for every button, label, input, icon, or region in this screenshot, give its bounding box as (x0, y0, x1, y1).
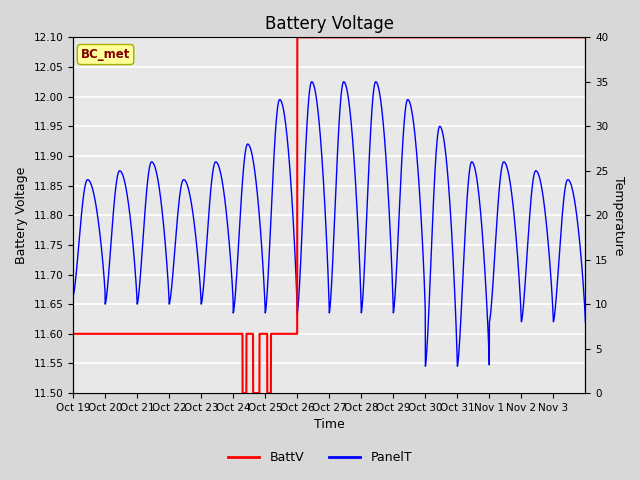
Text: BC_met: BC_met (81, 48, 130, 61)
X-axis label: Time: Time (314, 419, 344, 432)
Y-axis label: Temperature: Temperature (612, 176, 625, 255)
Y-axis label: Battery Voltage: Battery Voltage (15, 167, 28, 264)
Legend: BattV, PanelT: BattV, PanelT (223, 446, 417, 469)
Title: Battery Voltage: Battery Voltage (265, 15, 394, 33)
